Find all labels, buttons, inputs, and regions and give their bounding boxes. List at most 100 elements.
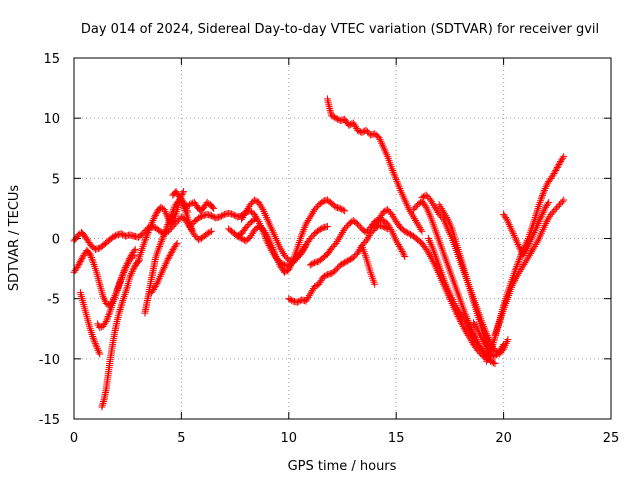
data-point-marker xyxy=(507,224,515,232)
data-point-marker xyxy=(121,265,129,273)
data-point-marker xyxy=(307,288,315,296)
data-point-marker xyxy=(87,329,95,337)
data-point-marker xyxy=(96,350,104,358)
data-point-marker xyxy=(326,105,334,113)
data-point-marker xyxy=(151,284,159,292)
data-point-marker xyxy=(243,206,251,214)
data-point-marker xyxy=(443,213,451,221)
data-point-marker xyxy=(543,218,551,226)
data-point-marker xyxy=(513,261,521,269)
data-point-marker xyxy=(99,292,107,300)
data-point-marker xyxy=(87,254,95,262)
data-point-marker xyxy=(216,213,224,221)
data-point-marker xyxy=(91,262,99,270)
data-point-marker xyxy=(558,198,566,206)
data-point-marker xyxy=(553,164,561,172)
data-point-marker xyxy=(196,213,204,221)
data-point-marker xyxy=(250,196,258,204)
data-point-marker xyxy=(173,207,181,215)
data-point-marker xyxy=(331,202,339,210)
data-point-marker xyxy=(105,309,113,317)
data-point-marker xyxy=(513,262,521,270)
data-point-marker xyxy=(332,266,340,274)
data-point-marker xyxy=(537,212,545,220)
data-point-marker xyxy=(540,186,548,194)
data-point-marker xyxy=(362,237,370,245)
data-point-marker xyxy=(246,201,254,209)
data-point-marker xyxy=(277,246,285,254)
data-point-marker xyxy=(308,209,316,217)
data-point-marker xyxy=(154,246,162,254)
data-point-marker xyxy=(390,214,398,222)
chart-title: Day 014 of 2024, Sidereal Day-to-day VTE… xyxy=(81,22,599,37)
data-point-marker xyxy=(442,212,450,220)
data-point-marker xyxy=(341,259,349,267)
data-point-marker xyxy=(463,321,471,329)
data-series xyxy=(98,256,144,411)
x-tick-label: 20 xyxy=(495,431,512,446)
data-point-marker xyxy=(490,335,498,343)
data-point-marker xyxy=(533,221,541,229)
data-point-marker xyxy=(509,280,517,288)
data-point-marker xyxy=(123,260,131,268)
data-point-marker xyxy=(165,227,173,235)
data-point-marker xyxy=(351,252,359,260)
data-point-marker xyxy=(474,339,482,347)
data-point-marker xyxy=(180,205,188,213)
data-point-marker xyxy=(171,213,179,221)
data-point-marker xyxy=(463,330,471,338)
data-point-marker xyxy=(89,257,97,265)
data-point-marker xyxy=(328,244,336,252)
data-point-marker xyxy=(505,221,513,229)
x-tick-label: 5 xyxy=(177,431,185,446)
data-series xyxy=(76,289,104,358)
data-point-marker xyxy=(154,248,162,256)
data-point-marker xyxy=(368,228,376,236)
data-point-marker xyxy=(416,224,424,232)
data-point-marker xyxy=(256,223,264,231)
data-series xyxy=(491,196,568,339)
data-point-marker xyxy=(436,203,444,211)
data-point-marker xyxy=(423,247,431,255)
data-point-marker xyxy=(153,250,161,258)
data-point-marker xyxy=(355,222,363,230)
y-tick-label: -10 xyxy=(39,353,60,368)
data-point-marker xyxy=(259,225,267,233)
data-point-marker xyxy=(141,237,149,245)
data-point-marker xyxy=(476,343,484,351)
data-point-marker xyxy=(554,202,562,210)
data-point-marker xyxy=(538,210,546,218)
data-point-marker xyxy=(392,237,400,245)
x-axis-label: GPS time / hours xyxy=(288,459,397,474)
data-point-marker xyxy=(422,191,430,199)
data-point-marker xyxy=(522,247,530,255)
data-point-marker xyxy=(115,280,123,288)
data-point-marker xyxy=(390,170,398,178)
data-point-marker xyxy=(427,196,435,204)
data-point-marker xyxy=(299,247,307,255)
data-point-marker xyxy=(428,198,436,206)
data-point-marker xyxy=(167,250,175,258)
y-tick-label: 10 xyxy=(43,112,60,127)
data-point-marker xyxy=(321,272,329,280)
data-point-marker xyxy=(295,297,303,305)
data-point-marker xyxy=(523,245,531,253)
data-point-marker xyxy=(371,222,379,230)
data-point-marker xyxy=(422,245,430,253)
data-point-marker xyxy=(465,325,473,333)
data-point-marker xyxy=(312,282,320,290)
data-point-marker xyxy=(207,227,215,235)
data-point-marker xyxy=(363,235,371,243)
data-point-marker xyxy=(180,203,188,211)
data-point-marker xyxy=(412,216,420,224)
x-tick-label: 10 xyxy=(281,431,298,446)
data-point-marker xyxy=(379,222,387,230)
data-point-marker xyxy=(127,271,135,279)
data-point-marker xyxy=(128,268,136,276)
data-point-marker xyxy=(126,273,134,281)
data-point-marker xyxy=(288,296,296,304)
data-point-marker xyxy=(130,247,138,255)
x-tick-label: 25 xyxy=(603,431,620,446)
data-point-marker xyxy=(510,231,518,239)
data-point-marker xyxy=(91,339,99,347)
